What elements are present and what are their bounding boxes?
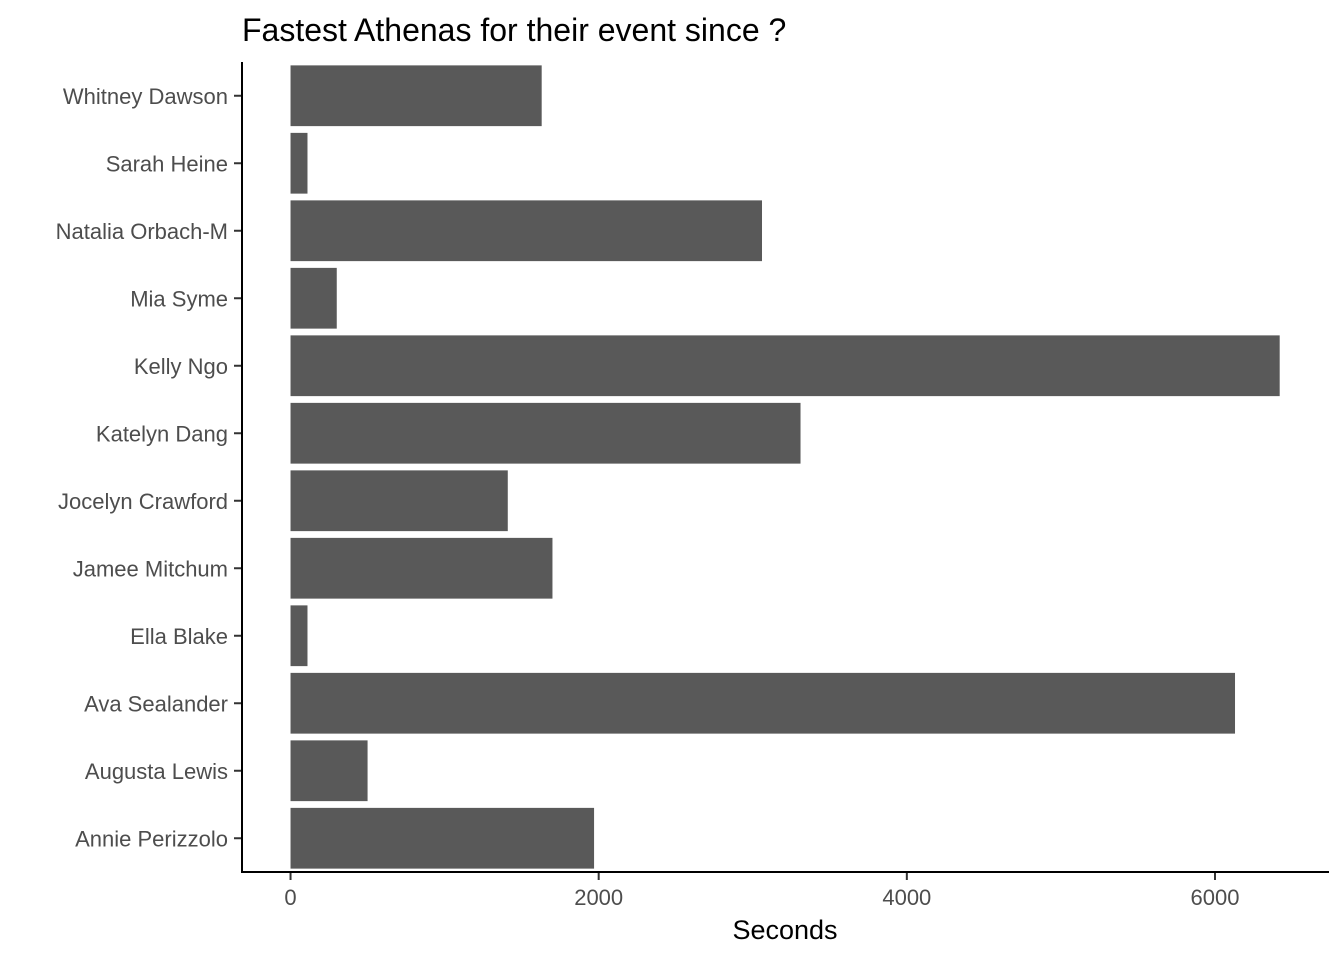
y-label-jamee-mitchum: Jamee Mitchum: [73, 556, 228, 581]
y-label-kelly-ngo: Kelly Ngo: [134, 354, 228, 379]
x-tick-label-2000: 2000: [574, 885, 623, 910]
y-label-whitney-dawson: Whitney Dawson: [63, 84, 228, 109]
y-label-annie-perizzolo: Annie Perizzolo: [75, 826, 228, 851]
x-tick-label-6000: 6000: [1191, 885, 1240, 910]
bars-group: [290, 65, 1280, 869]
x-tick-label-4000: 4000: [882, 885, 931, 910]
bar-ava-sealander: [290, 672, 1236, 734]
y-label-jocelyn-crawford: Jocelyn Crawford: [58, 489, 228, 514]
bar-sarah-heine: [290, 132, 308, 194]
y-label-ella-blake: Ella Blake: [130, 624, 228, 649]
x-tick-label-0: 0: [284, 885, 296, 910]
bar-augusta-lewis: [290, 740, 368, 802]
y-label-natalia-orbach-m: Natalia Orbach-M: [56, 219, 228, 244]
bar-annie-perizzolo: [290, 807, 595, 869]
y-label-katelyn-dang: Katelyn Dang: [96, 421, 228, 446]
bar-jocelyn-crawford: [290, 470, 508, 532]
x-axis-title: Seconds: [732, 915, 837, 945]
chart-title: Fastest Athenas for their event since ?: [242, 12, 786, 48]
y-label-augusta-lewis: Augusta Lewis: [85, 759, 228, 784]
x-axis-ticks: 0 2000 4000 6000: [284, 872, 1239, 910]
bar-ella-blake: [290, 605, 308, 667]
bar-kelly-ngo: [290, 335, 1280, 397]
y-label-sarah-heine: Sarah Heine: [106, 151, 228, 176]
bar-jamee-mitchum: [290, 537, 553, 599]
y-label-ava-sealander: Ava Sealander: [84, 691, 228, 716]
bar-mia-syme: [290, 267, 337, 329]
bar-natalia-orbach-m: [290, 200, 763, 262]
y-label-mia-syme: Mia Syme: [130, 286, 228, 311]
bar-katelyn-dang: [290, 402, 801, 464]
bar-whitney-dawson: [290, 65, 542, 127]
y-axis-labels: Annie Perizzolo Augusta Lewis Ava Sealande…: [56, 84, 242, 851]
